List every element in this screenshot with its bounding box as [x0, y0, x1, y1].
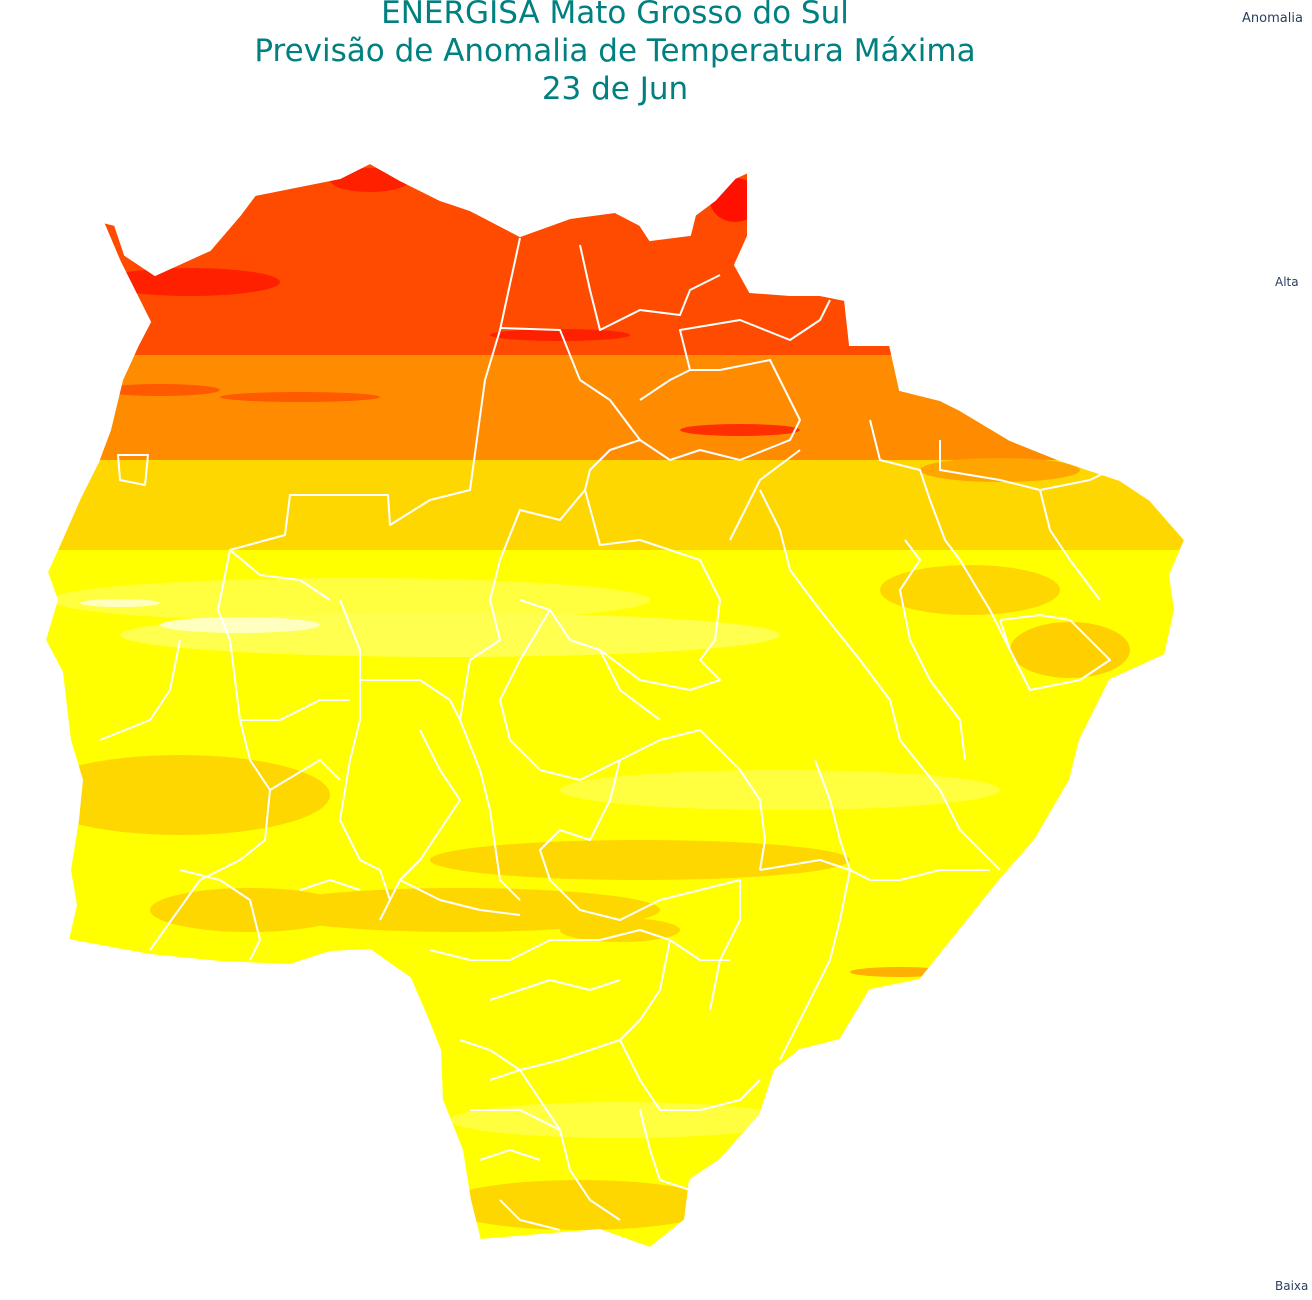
state-map[interactable]	[0, 0, 1273, 1296]
title-line-3: 23 de Jun	[541, 71, 689, 107]
patch-gold-4	[430, 840, 850, 880]
patch-light-5	[560, 770, 1000, 810]
patch-gold-2	[880, 565, 1060, 615]
municipal-boundaries	[99, 237, 1111, 1231]
patch-orange-2	[100, 384, 220, 396]
patch-red-5	[710, 178, 760, 222]
patch-red-2	[490, 329, 630, 341]
patch-gold-3	[1010, 622, 1130, 678]
patch-gold-7	[560, 918, 680, 942]
colorbar-low-label: Baixa	[1275, 1279, 1309, 1293]
patch-gold-6	[150, 888, 350, 932]
patch-orange-1	[220, 392, 380, 402]
patch-gold-5	[260, 888, 660, 932]
patch-light-3	[160, 617, 320, 633]
chart-title: ENERGISA Mato Grosso do Sul Previsão de …	[0, 0, 1230, 108]
patch-light-1	[50, 578, 650, 622]
patch-gold-8	[850, 967, 950, 977]
patch-gold-1	[45, 755, 330, 835]
patch-red-1	[100, 268, 280, 296]
anomaly-field	[45, 163, 1185, 1248]
patch-light-4	[80, 599, 160, 607]
patch-light-6	[450, 1102, 790, 1138]
patch-orange-3	[920, 458, 1080, 482]
title-line-1: ENERGISA Mato Grosso do Sul	[381, 0, 849, 31]
patch-red-3	[680, 424, 800, 436]
map-area[interactable]	[0, 0, 1273, 1296]
colorbar-title: Anomalia	[1242, 11, 1303, 26]
title-line-2: Previsão de Anomalia de Temperatura Máxi…	[254, 33, 976, 69]
colorbar-high-label: Alta	[1275, 275, 1299, 289]
band-high	[45, 163, 1185, 360]
patch-gold-9	[440, 1180, 720, 1230]
